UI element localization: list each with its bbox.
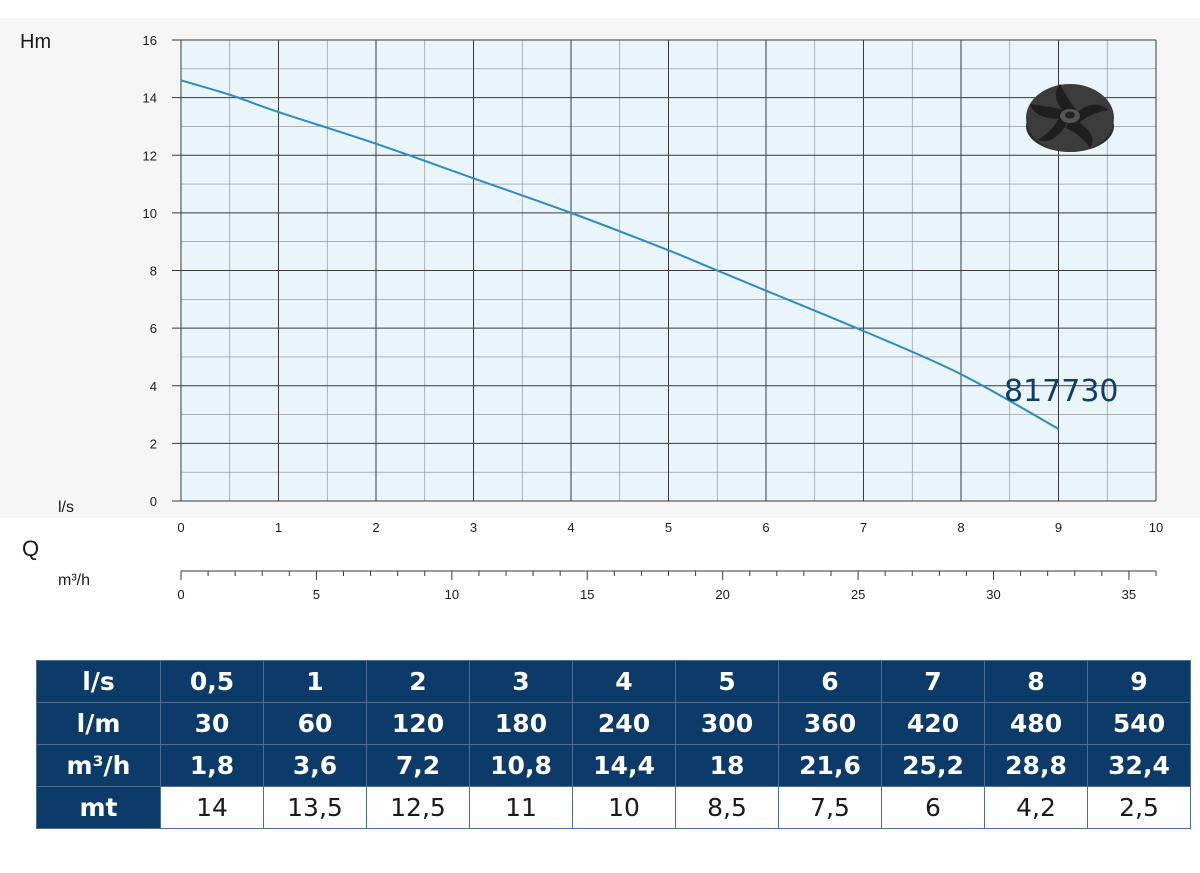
table-row: l/s 0,5 1 2 3 4 5 6 7 8 9 [36,660,1191,703]
y-tick-label: 8 [150,264,157,279]
x-tick-label-m3h: 15 [580,587,594,602]
impeller-icon [1026,84,1114,152]
y-tick-label: 16 [143,33,157,48]
table-cell: 420 [881,702,985,745]
table-cell: 6 [881,786,985,829]
table-cell: 5 [675,660,779,703]
pump-curve-line [180,79,1059,430]
table-cell: 8 [984,660,1088,703]
table-cell: 14 [160,786,264,829]
table-cell: 1 [263,660,367,703]
table-cell: 10,8 [469,744,573,787]
series-label-817730: 817730 [1004,374,1119,409]
table-cell: 7 [881,660,985,703]
x-axis-label: Q [22,536,39,561]
table-cell: 120 [366,702,470,745]
table-row: l/m 30 60 120 180 240 300 360 420 480 540 [36,702,1191,745]
table-cell: 7,5 [778,786,882,829]
table-cell: 480 [984,702,1088,745]
x-tick-label-ls: 8 [957,520,964,535]
table-cell: 14,4 [572,744,676,787]
table-cell: 10 [572,786,676,829]
table-cell: 240 [572,702,676,745]
x-tick-label-m3h: 20 [715,587,729,602]
y-tick-label: 6 [150,321,157,336]
table-cell: 360 [778,702,882,745]
table-cell: 28,8 [984,744,1088,787]
table-cell: 18 [675,744,779,787]
table-cell: 7,2 [366,744,470,787]
y-axis-label: Hm [20,31,51,53]
x-tick-label-ls: 10 [1149,520,1163,535]
x-tick-label-ls: 3 [470,520,477,535]
table-cell: 9 [1087,660,1191,703]
y-axis-ticks: 0 2 4 6 8 10 12 14 16 [143,33,181,509]
x-tick-label-ls: 0 [177,520,184,535]
table-cell: 11 [469,786,573,829]
performance-table: l/s 0,5 1 2 3 4 5 6 7 8 9 l/m 30 60 120 180 240 300 360 420… [36,660,1191,829]
x-tick-label-m3h: 25 [851,587,865,602]
table-cell: 60 [263,702,367,745]
table-cell: 13,5 [263,786,367,829]
x-tick-label-m3h: 0 [177,587,184,602]
x-tick-label-ls: 1 [275,520,282,535]
table-cell: 1,8 [160,744,264,787]
table-cell: 32,4 [1087,744,1191,787]
x-tick-label-ls: 4 [567,520,574,535]
table-cell: 0,5 [160,660,264,703]
y-tick-label: 12 [143,148,157,163]
table-cell: 30 [160,702,264,745]
table-cell: 300 [675,702,779,745]
table-row: m³/h 1,8 3,6 7,2 10,8 14,4 18 21,6 25,2 28,8 32,4 [36,744,1191,787]
y-tick-label: 2 [150,436,157,451]
y-tick-label: 4 [150,379,157,394]
y-tick-label: 0 [150,494,157,509]
row-header: l/s [36,660,161,703]
x-axis-ticks-ls: 0 1 2 3 4 5 6 7 8 9 10 [177,520,1163,535]
x-tick-label-m3h: 10 [445,587,459,602]
x-tick-label-ls: 6 [762,520,769,535]
x-tick-label-ls: 7 [860,520,867,535]
table-cell: 3 [469,660,573,703]
x-tick-label-ls: 5 [665,520,672,535]
y-tick-label: 10 [143,206,157,221]
table-cell: 25,2 [881,744,985,787]
row-header: m³/h [36,744,161,787]
x-axis-m3h: 0 5 10 15 20 25 30 35 [177,570,1157,602]
table-cell: 2,5 [1087,786,1191,829]
table-cell: 4,2 [984,786,1088,829]
table-cell: 2 [366,660,470,703]
x-unit-ls-label: l/s [58,499,74,516]
x-tick-label-m3h: 30 [986,587,1000,602]
table-row: mt 14 13,5 12,5 11 10 8,5 7,5 6 4,2 2,5 [36,786,1191,829]
row-header: l/m [36,702,161,745]
x-tick-label-ls: 2 [372,520,379,535]
table-cell: 21,6 [778,744,882,787]
x-unit-m3h-label: m³/h [58,572,90,589]
table-cell: 6 [778,660,882,703]
table-cell: 12,5 [366,786,470,829]
table-cell: 3,6 [263,744,367,787]
y-tick-label: 14 [143,91,157,106]
x-tick-label-m3h: 35 [1122,587,1136,602]
row-header: mt [36,786,161,829]
x-tick-label-ls: 9 [1055,520,1062,535]
table-cell: 540 [1087,702,1191,745]
x-tick-label-m3h: 5 [313,587,320,602]
table-cell: 4 [572,660,676,703]
table-cell: 180 [469,702,573,745]
table-cell: 8,5 [675,786,779,829]
